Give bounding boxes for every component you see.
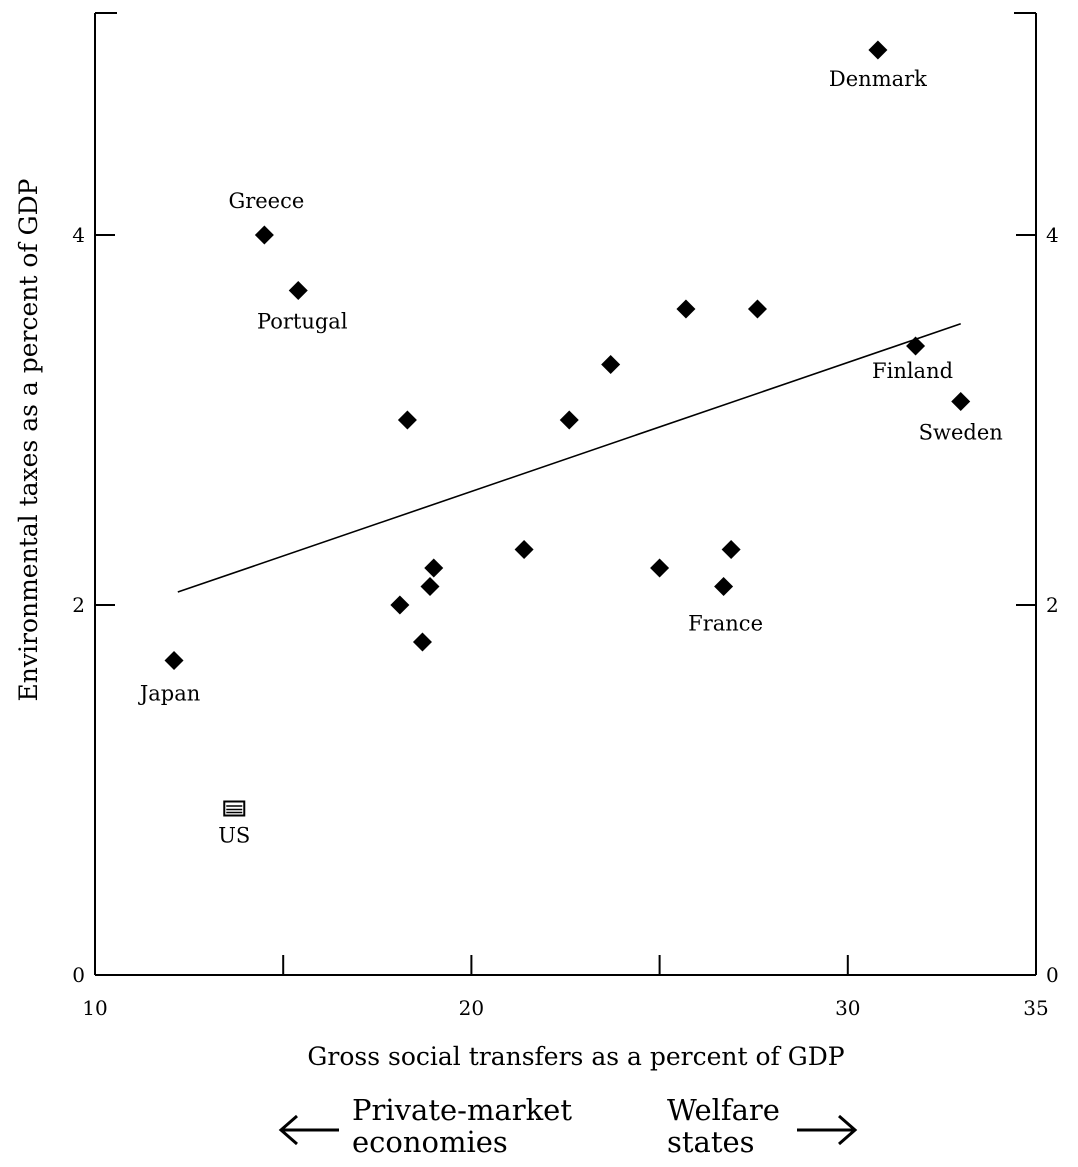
y-tick-label-left: 0 — [72, 963, 85, 987]
y-tick-label-right: 2 — [1046, 593, 1059, 617]
x-axis-title: Gross social transfers as a percent of G… — [307, 1042, 844, 1071]
point-label-japan: Japan — [138, 682, 200, 706]
data-point — [412, 632, 432, 652]
x-tick-label: 35 — [1023, 996, 1048, 1020]
plot-frame — [94, 12, 1037, 976]
point-label-portugal: Portugal — [257, 310, 348, 334]
arrow-left-icon — [278, 1114, 339, 1146]
y-tick-label-left: 2 — [72, 593, 85, 617]
data-point-japan — [164, 651, 184, 670]
regression-line — [177, 323, 961, 593]
x-tick-label: 10 — [82, 996, 107, 1020]
y-axis-title: Environmental taxes as a percent of GDP — [14, 179, 43, 702]
welfare-states-label: Welfare states — [667, 1093, 780, 1159]
point-label-us: US — [218, 824, 250, 848]
y-tick-label-right: 0 — [1046, 963, 1059, 987]
x-tick-label: 30 — [835, 996, 860, 1020]
data-point — [424, 558, 444, 578]
data-point — [514, 540, 534, 559]
data-point-greece — [254, 225, 274, 245]
data-point-finland — [906, 336, 926, 356]
data-point-denmark — [868, 40, 888, 60]
data-point-sweden — [951, 392, 971, 411]
y-tick-label-left: 4 — [72, 223, 85, 247]
data-point — [601, 355, 621, 374]
point-label-greece: Greece — [228, 189, 304, 213]
data-point-us — [223, 800, 246, 817]
data-point — [397, 410, 417, 430]
data-point — [559, 410, 579, 430]
trendline — [177, 323, 961, 593]
data-point-portugal — [288, 281, 308, 300]
x-tick-label: 20 — [459, 996, 484, 1020]
data-point — [650, 558, 670, 578]
point-label-finland: Finland — [872, 359, 953, 383]
arrow-right-icon — [797, 1114, 858, 1146]
data-points — [164, 40, 971, 817]
data-point — [747, 299, 767, 319]
point-label-sweden: Sweden — [919, 421, 1003, 445]
scatter-chart: 0 0 2 2 4 4 10 20 30 35 Japan US Greece Portugal Fran… — [14, 12, 1059, 1071]
point-label-france: France — [688, 612, 763, 636]
point-labels: Japan US Greece Portugal France Denmark Finlan… — [138, 67, 1003, 848]
data-point — [676, 299, 696, 319]
data-point — [721, 540, 741, 559]
point-label-denmark: Denmark — [829, 67, 927, 91]
data-point — [390, 595, 410, 615]
axis-ticks: 0 0 2 2 4 4 10 20 30 35 — [72, 223, 1058, 1020]
data-point — [420, 577, 440, 596]
data-point-france — [714, 577, 734, 596]
private-market-label: Private-market economies — [352, 1093, 572, 1159]
y-tick-label-right: 4 — [1046, 223, 1059, 247]
